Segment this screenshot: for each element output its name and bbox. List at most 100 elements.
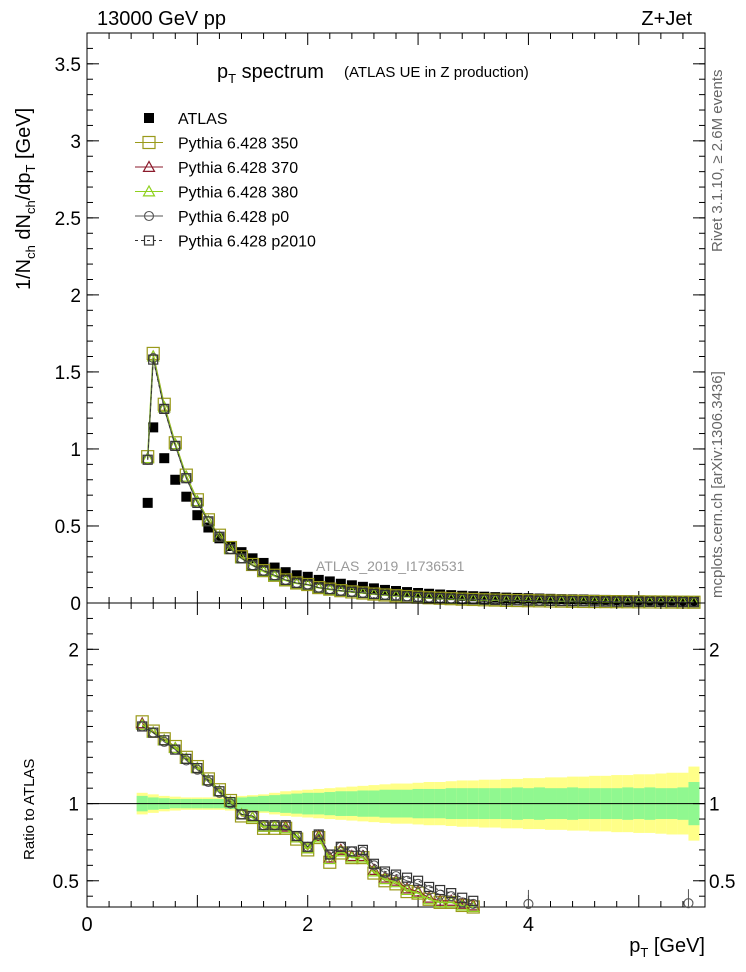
circle-marker bbox=[523, 898, 534, 909]
circle-marker bbox=[143, 210, 155, 222]
square-marker bbox=[181, 753, 192, 764]
legend-label: Pythia 6.428 p2010 bbox=[178, 234, 316, 251]
square-marker bbox=[280, 574, 291, 585]
square-marker bbox=[412, 875, 424, 886]
square-marker bbox=[313, 582, 324, 593]
square-marker bbox=[181, 473, 192, 484]
data-point bbox=[479, 591, 490, 602]
data-point bbox=[512, 592, 523, 603]
data-point bbox=[225, 541, 236, 551]
data-point bbox=[600, 594, 611, 605]
square-marker bbox=[159, 403, 170, 414]
main-ytick-label: 1 bbox=[70, 440, 81, 461]
square-marker bbox=[424, 881, 435, 893]
triangle-marker bbox=[433, 895, 447, 908]
square-marker bbox=[666, 596, 677, 608]
xlabel: pT [GeV] bbox=[629, 935, 705, 960]
triangle-marker bbox=[301, 841, 315, 854]
square-marker bbox=[192, 497, 203, 508]
data-point bbox=[335, 578, 346, 589]
square-marker bbox=[401, 872, 413, 883]
square-marker bbox=[148, 727, 159, 738]
ratio-frame bbox=[86, 602, 706, 908]
top-ylabel: 1/Nch dNch/dpT [GeV] bbox=[13, 108, 38, 290]
legend-label: Pythia 6.428 370 bbox=[178, 160, 298, 177]
triangle-marker bbox=[312, 829, 326, 842]
square-marker bbox=[357, 587, 368, 598]
triangle-marker bbox=[334, 843, 348, 855]
data-point bbox=[677, 595, 688, 606]
data-point bbox=[148, 422, 159, 433]
square-marker bbox=[412, 591, 424, 603]
square-marker bbox=[225, 796, 236, 808]
ratio-ytick-label-right: 0.5 bbox=[709, 872, 735, 893]
data-point bbox=[203, 522, 214, 533]
square-marker bbox=[159, 735, 170, 746]
data-point bbox=[666, 595, 677, 606]
plot-title: pT spectrum bbox=[217, 61, 324, 86]
triangle-marker bbox=[455, 898, 469, 911]
square-marker bbox=[401, 591, 413, 602]
square-marker bbox=[247, 810, 258, 822]
data-point bbox=[655, 595, 666, 606]
triangle-marker bbox=[190, 494, 204, 507]
square-marker bbox=[424, 592, 435, 603]
plot-annotation: (ATLAS UE in Z production) bbox=[344, 64, 529, 81]
square-marker bbox=[192, 763, 203, 774]
data-point bbox=[589, 594, 600, 605]
square-marker bbox=[269, 820, 280, 831]
series-line bbox=[141, 724, 474, 908]
data-point bbox=[170, 474, 181, 485]
triangle-marker bbox=[141, 451, 155, 464]
square-marker bbox=[368, 858, 380, 869]
square-marker bbox=[214, 786, 225, 797]
legend-label: Pythia 6.428 380 bbox=[178, 185, 298, 202]
data-point bbox=[501, 592, 512, 603]
data-point bbox=[435, 589, 446, 600]
ratio-xtick-label: 4 bbox=[523, 914, 534, 936]
triangle-marker bbox=[290, 830, 304, 843]
square-marker bbox=[324, 849, 335, 860]
plot-title-p: p bbox=[217, 61, 228, 83]
data-point bbox=[446, 590, 457, 601]
legend: ATLAS Pythia 6.428 350 Pythia 6.428 370 Pyt… bbox=[135, 111, 316, 251]
triangle-marker bbox=[444, 895, 458, 908]
main-ytick-label: 2 bbox=[70, 286, 81, 307]
triangle-marker bbox=[455, 897, 469, 909]
square-marker bbox=[379, 866, 391, 877]
square-marker bbox=[269, 570, 280, 581]
square-marker bbox=[335, 585, 346, 596]
square-marker bbox=[302, 841, 313, 852]
triangle-marker bbox=[135, 718, 149, 730]
data-point bbox=[280, 567, 291, 578]
data-point bbox=[181, 491, 192, 502]
data-point bbox=[142, 497, 153, 508]
data-point bbox=[302, 571, 313, 582]
square-marker bbox=[490, 594, 501, 606]
data-point bbox=[457, 590, 468, 601]
side-text-lower: mcplots.cern.ch [arXiv:1306.3436] bbox=[709, 371, 726, 598]
square-marker bbox=[291, 577, 302, 589]
square-marker bbox=[247, 560, 258, 571]
main-ytick-label: 1.5 bbox=[55, 363, 81, 384]
square-marker bbox=[143, 235, 155, 246]
ratio-ytick-label: 0.5 bbox=[53, 872, 79, 893]
series-line bbox=[141, 726, 474, 902]
square-marker bbox=[258, 565, 269, 576]
plot-title-rest: spectrum bbox=[236, 61, 324, 83]
square-marker bbox=[688, 597, 700, 608]
data-point bbox=[578, 594, 589, 605]
data-point bbox=[144, 113, 154, 123]
square-marker bbox=[446, 888, 457, 899]
square-marker bbox=[335, 841, 346, 852]
triangle-marker bbox=[268, 569, 282, 582]
data-point bbox=[523, 593, 534, 604]
ratio-ytick-label-right: 2 bbox=[709, 640, 720, 661]
triangle-marker bbox=[142, 160, 156, 172]
legend-label: Pythia 6.428 350 bbox=[178, 136, 298, 153]
data-point bbox=[324, 576, 335, 587]
triangle-marker bbox=[411, 886, 425, 899]
square-marker bbox=[291, 830, 302, 842]
triangle-marker bbox=[168, 437, 182, 450]
